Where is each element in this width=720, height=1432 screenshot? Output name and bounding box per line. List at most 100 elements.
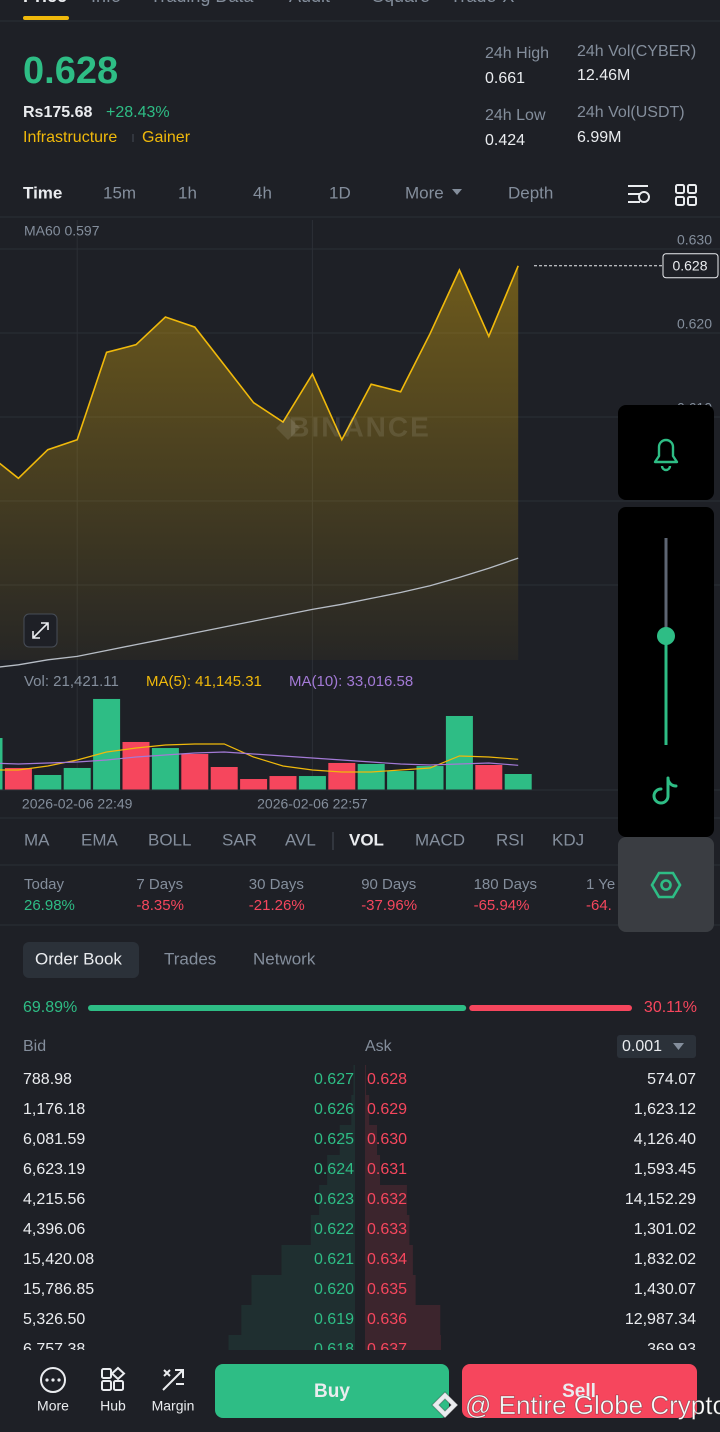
indicator-tab[interactable]: MACD bbox=[415, 830, 465, 849]
time-tab[interactable]: Time bbox=[23, 183, 62, 202]
time-tab[interactable]: 15m bbox=[103, 183, 136, 202]
nav-icon[interactable] bbox=[162, 1369, 184, 1391]
bid-price: 0.623 bbox=[314, 1191, 354, 1208]
nav-icon-dot[interactable] bbox=[45, 1378, 49, 1382]
time-tab[interactable]: 4h bbox=[253, 183, 272, 202]
indicator-tab[interactable]: RSI bbox=[496, 830, 524, 849]
nav-icon[interactable] bbox=[40, 1367, 66, 1393]
buy-label[interactable]: Buy bbox=[314, 1381, 350, 1402]
nav-label[interactable]: Hub bbox=[100, 1398, 126, 1414]
tiktok-icon[interactable] bbox=[652, 776, 678, 805]
bid-quantity: 15,786.85 bbox=[23, 1281, 94, 1298]
volume-bar bbox=[4, 767, 32, 790]
floating-panel bbox=[618, 405, 714, 500]
settings-icon-dot[interactable] bbox=[638, 191, 650, 203]
settings-hex-icon[interactable] bbox=[650, 871, 682, 899]
top-tab[interactable]: Trade-X bbox=[450, 0, 514, 6]
volume-bar bbox=[357, 764, 385, 790]
active-tab-pill[interactable] bbox=[23, 942, 139, 978]
buy-button[interactable] bbox=[215, 1364, 449, 1418]
ask-depth-bar bbox=[365, 1305, 441, 1335]
bid-quantity: 4,396.06 bbox=[23, 1221, 85, 1238]
active-tab-indicator bbox=[23, 16, 69, 20]
top-tab[interactable]: Audit bbox=[289, 0, 330, 6]
bid-quantity: 1,176.18 bbox=[23, 1101, 85, 1118]
nav-label[interactable]: Margin bbox=[152, 1398, 195, 1414]
order-book-tab[interactable]: Order Book bbox=[35, 949, 122, 968]
indicator-tab[interactable]: EMA bbox=[81, 830, 119, 849]
order-book-tab[interactable]: Network bbox=[253, 949, 316, 968]
indicator-tab[interactable]: BOLL bbox=[148, 830, 191, 849]
performance-change: -64. bbox=[586, 897, 612, 914]
nav-icon[interactable] bbox=[110, 1366, 126, 1381]
nav-icon[interactable] bbox=[101, 1380, 112, 1391]
volume-legend: MA(5): 41,145.31 bbox=[146, 673, 262, 690]
bid-price: 0.624 bbox=[314, 1161, 354, 1178]
ask-quantity: 14,152.29 bbox=[625, 1191, 696, 1208]
stat-label: 24h Vol(CYBER) bbox=[577, 43, 696, 60]
bid-price: 0.622 bbox=[314, 1221, 354, 1238]
slider-knob[interactable] bbox=[657, 627, 675, 645]
last-price-label: 0.628 bbox=[672, 257, 707, 273]
sell-button[interactable] bbox=[462, 1364, 697, 1418]
precision[interactable]: 0.001 bbox=[622, 1038, 662, 1055]
layout-icon[interactable] bbox=[675, 184, 685, 194]
ask-depth-bar bbox=[365, 1245, 413, 1275]
nav-icon[interactable] bbox=[113, 1380, 124, 1391]
x-tick-label: 2026-02-06 22:49 bbox=[22, 796, 133, 812]
nav-label[interactable]: More bbox=[37, 1398, 69, 1414]
performance-period: Today bbox=[24, 876, 65, 893]
volume-bar bbox=[298, 776, 326, 790]
ask-depth-bar bbox=[365, 1185, 407, 1215]
settings-hex-dot[interactable] bbox=[660, 879, 672, 891]
ask-price: 0.630 bbox=[367, 1131, 407, 1148]
top-tab[interactable]: Info bbox=[91, 0, 121, 6]
ask-price: 0.632 bbox=[367, 1191, 407, 1208]
indicator-tab[interactable]: SAR bbox=[222, 830, 257, 849]
bell-icon[interactable] bbox=[653, 438, 679, 472]
nav-icon-dot[interactable] bbox=[51, 1378, 55, 1382]
top-tab[interactable]: Trading Data bbox=[150, 0, 254, 6]
tag[interactable]: Gainer bbox=[142, 129, 191, 146]
top-tab[interactable]: Price bbox=[23, 0, 67, 6]
ask-depth-bar bbox=[365, 1155, 381, 1185]
order-book-rows: 788.98 0.627 0.628 574.07 1,176.18 0.626 0.629… bbox=[23, 1065, 696, 1358]
bid-quantity: 4,215.56 bbox=[23, 1191, 85, 1208]
volume-bar bbox=[240, 779, 268, 790]
performance-change: -21.26% bbox=[249, 897, 305, 914]
indicator-tab[interactable]: MA bbox=[24, 830, 50, 849]
ask-quantity: 1,593.45 bbox=[634, 1161, 696, 1178]
stat-value: 6.99M bbox=[577, 129, 621, 146]
bid-depth-bar bbox=[281, 1245, 355, 1275]
layout-icon[interactable] bbox=[675, 196, 685, 206]
time-tab[interactable]: More bbox=[405, 183, 444, 202]
stat-label: 24h Vol(USDT) bbox=[577, 104, 685, 121]
time-tab[interactable]: 1h bbox=[178, 183, 197, 202]
ask-quantity: 369.93 bbox=[647, 1341, 696, 1358]
precision-box[interactable] bbox=[617, 1035, 696, 1058]
bid-price: 0.618 bbox=[314, 1341, 354, 1358]
ask-depth-bar bbox=[365, 1095, 370, 1125]
precision-arrow[interactable] bbox=[673, 1043, 684, 1050]
layout-icon[interactable] bbox=[687, 196, 697, 206]
indicator-tab[interactable]: AVL bbox=[285, 830, 316, 849]
volume-bar bbox=[63, 767, 91, 790]
volume-bar bbox=[504, 774, 532, 790]
time-tab[interactable]: Depth bbox=[508, 183, 553, 202]
nav-icon-dot[interactable] bbox=[57, 1378, 61, 1382]
top-tab[interactable]: Square bbox=[372, 0, 430, 6]
indicator-tab[interactable]: VOL bbox=[349, 830, 384, 849]
performance-change: -65.94% bbox=[474, 897, 530, 914]
order-book-tab[interactable]: Trades bbox=[164, 949, 216, 968]
layout-icon[interactable] bbox=[687, 184, 697, 194]
time-tab[interactable]: 1D bbox=[329, 183, 351, 202]
settings-icon[interactable] bbox=[628, 185, 648, 203]
expand-icon[interactable] bbox=[32, 622, 49, 639]
bid-quantity: 6,623.19 bbox=[23, 1161, 85, 1178]
tag[interactable]: Infrastructure bbox=[23, 129, 117, 146]
performance-period: 180 Days bbox=[474, 876, 537, 893]
indicator-tab[interactable]: KDJ bbox=[552, 830, 584, 849]
sell-label[interactable]: Sell bbox=[562, 1381, 596, 1402]
